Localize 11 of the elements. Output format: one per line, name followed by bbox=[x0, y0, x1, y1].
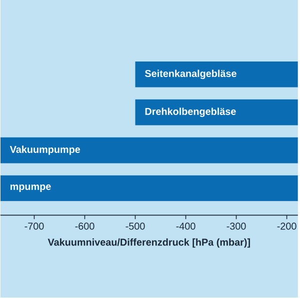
x-tick-label: -400 bbox=[176, 222, 196, 230]
x-tick-label: -300 bbox=[226, 222, 246, 230]
y-tick-label: Vakuumpumpe bbox=[10, 146, 80, 156]
y-tick-label: Seitenkanalgebläse bbox=[144, 70, 236, 80]
x-tick-label: -600 bbox=[75, 222, 94, 230]
x-axis-title: Vakuumniveau/Differenzdruck [hPa (mbar)] bbox=[48, 238, 250, 248]
y-tick-label: Drehkolbengebläse bbox=[145, 108, 236, 118]
x-tick-label: -500 bbox=[126, 222, 145, 230]
y-tick-label: mpumpe bbox=[10, 184, 51, 192]
x-tick-label: -700 bbox=[24, 222, 44, 230]
x-tick-label: -200 bbox=[277, 222, 296, 230]
